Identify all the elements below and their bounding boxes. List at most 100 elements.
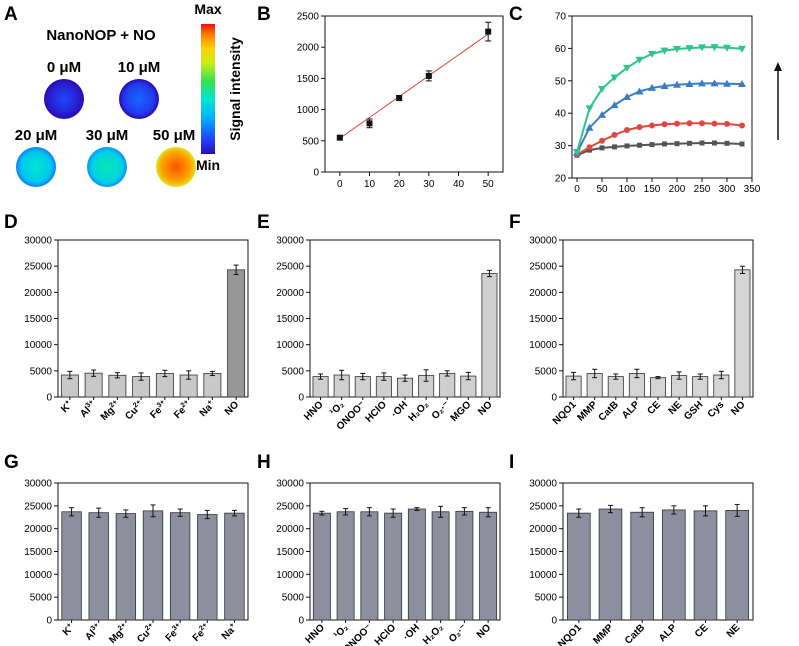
category-main: NO — [729, 399, 748, 418]
series-marker — [724, 140, 730, 146]
y-tick-label: 5000 — [535, 593, 558, 604]
y-tick-label: 30 — [555, 141, 567, 152]
y-tick-label: 0 — [551, 616, 557, 627]
spot-label-0: 0 μM — [47, 59, 81, 76]
category-main: CE — [646, 399, 664, 417]
series-marker — [599, 137, 605, 144]
y-tick-label: 5000 — [282, 593, 305, 604]
x-category-label: NO — [475, 622, 494, 641]
bar — [197, 514, 218, 621]
y-tick-label: 10000 — [276, 340, 304, 351]
y-tick-label: 20000 — [529, 288, 557, 299]
series-marker — [673, 46, 681, 54]
x-category-label: ·OH — [401, 622, 422, 643]
y-tick-label: 10000 — [276, 570, 304, 581]
category-superscript: + — [64, 399, 72, 407]
category-main: ·OH — [401, 622, 422, 643]
series-marker — [611, 131, 618, 138]
y-tick-label: 5000 — [535, 366, 558, 377]
bar — [567, 512, 591, 621]
series-marker — [710, 44, 719, 52]
x-category-label: Cu2+ — [135, 622, 159, 646]
plot-frame — [571, 15, 753, 179]
x-category-label: K+ — [60, 622, 76, 638]
series-marker — [685, 45, 694, 53]
series-marker — [711, 120, 718, 127]
series-marker — [649, 122, 655, 129]
series-marker — [738, 45, 746, 53]
x-tick-label: 50 — [596, 184, 608, 195]
category-main: MMP — [576, 399, 601, 424]
x-category-label: NQO1 — [556, 622, 584, 646]
series-marker — [598, 110, 606, 118]
pa-spot — [119, 79, 159, 119]
colorbar — [201, 24, 215, 154]
x-category-label: CE — [693, 622, 711, 640]
bar — [479, 511, 498, 621]
x-tick-label: 250 — [694, 184, 711, 195]
x-category-label: O₂·⁻ — [430, 399, 453, 422]
y-tick-label: 30000 — [24, 479, 52, 490]
x-category-label: ALP — [620, 399, 642, 421]
x-category-label: Na+ — [197, 399, 217, 419]
plot-frame — [309, 239, 501, 398]
category-main: ¹O₂ — [332, 622, 351, 641]
fit-line — [339, 33, 489, 139]
panel-i-chart: 0 5000 10000 15000 20000 25000 30000 NQO1 MMP Cat… — [529, 479, 754, 646]
x-tick-label: 200 — [669, 184, 686, 195]
x-tick-label: 150 — [644, 184, 661, 195]
colorbar-min: Min — [196, 157, 220, 173]
y-tick-label: 1000 — [297, 105, 320, 116]
series-marker — [698, 44, 706, 52]
x-tick-label: 20 — [394, 179, 406, 190]
series-marker — [674, 120, 680, 127]
y-tick-label: 30000 — [529, 479, 557, 490]
series-marker — [661, 121, 668, 128]
category-main: NQO1 — [556, 622, 584, 646]
category-main: CatB — [597, 399, 621, 423]
data-point — [485, 28, 492, 35]
panel-b-chart: 0 500 1000 1500 2000 2500 0 10 20 30 40 50 — [297, 12, 504, 190]
bar — [61, 511, 82, 621]
data-point — [366, 120, 373, 127]
pa-spot — [16, 147, 56, 187]
series-marker — [599, 145, 605, 151]
series-marker — [648, 50, 656, 58]
bar — [224, 512, 245, 621]
category-main: GSH — [682, 399, 705, 422]
category-superscript: 2+ — [198, 622, 209, 633]
x-tick-label: 350 — [744, 184, 761, 195]
y-tick-label: 0 — [46, 393, 52, 404]
y-tick-label: 20000 — [24, 288, 52, 299]
x-tick-label: 0 — [337, 179, 343, 190]
category-main: ALP — [657, 622, 679, 644]
series-marker — [660, 47, 669, 55]
x-category-label: CatB — [623, 622, 647, 646]
x-category-label: NO — [729, 399, 748, 418]
category-main: ALP — [620, 399, 642, 421]
panel-label-a: A — [4, 4, 18, 25]
panel-g-chart: 0 5000 10000 15000 20000 25000 30000 K+ Al3+Mg2+… — [24, 479, 249, 646]
y-tick-label: 20000 — [24, 524, 52, 535]
bar — [630, 511, 654, 621]
bar — [481, 273, 498, 398]
x-category-label: Cys — [706, 399, 727, 420]
y-tick-label: 10000 — [529, 570, 557, 581]
bar — [431, 511, 450, 621]
panel-label-b: B — [257, 4, 271, 25]
series-marker — [649, 142, 655, 148]
category-main: MMP — [591, 622, 616, 646]
data-point — [425, 72, 432, 79]
x-tick-label: 10 — [364, 179, 376, 190]
x-category-label: ALP — [657, 622, 679, 644]
category-superscript: + — [65, 622, 73, 630]
series-marker — [610, 101, 619, 109]
y-tick-label: 15000 — [529, 547, 557, 558]
y-tick-label: 5000 — [30, 366, 53, 377]
bar — [88, 512, 109, 621]
series-marker — [585, 105, 594, 113]
bar — [336, 511, 355, 621]
series-marker — [738, 80, 746, 88]
bar — [203, 373, 222, 398]
y-tick-label: 5000 — [282, 366, 305, 377]
